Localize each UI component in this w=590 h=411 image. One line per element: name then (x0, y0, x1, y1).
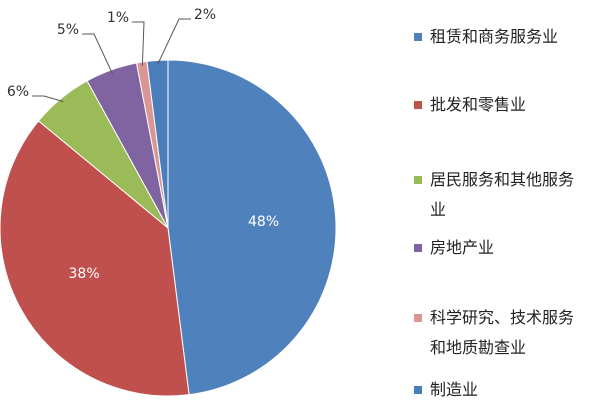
legend-label: 租赁和商务服务业 (430, 27, 559, 46)
legend-label: 制造业 (430, 380, 479, 399)
leader-line (32, 95, 64, 103)
legend-item: 科学研究、技术服务和地质勘查业 (414, 303, 584, 363)
data-label: 48% (248, 214, 279, 230)
legend-item: 租赁和商务服务业 (414, 22, 584, 52)
legend-label: 房地产业 (430, 238, 495, 257)
data-label: 5% (57, 22, 79, 38)
data-label: 2% (194, 7, 216, 23)
leader-line (157, 18, 191, 65)
pie-slice (0, 120, 190, 397)
legend-swatch (414, 314, 422, 322)
leader-line (82, 33, 113, 74)
legend-item: 制造业 (414, 375, 584, 405)
legend-swatch (414, 101, 422, 109)
legend-label: 批发和零售业 (430, 95, 527, 114)
legend-item: 房地产业 (414, 233, 584, 263)
data-label: 38% (69, 266, 100, 282)
legend-label: 科学研究、技术服务和地质勘查业 (430, 308, 575, 357)
legend-swatch (414, 176, 422, 184)
legend-item: 批发和零售业 (414, 90, 584, 120)
legend-item: 居民服务和其他服务业 (414, 165, 584, 225)
data-label: 1% (107, 10, 129, 26)
legend-swatch (414, 244, 422, 252)
legend-swatch (414, 386, 422, 394)
pie-slice (146, 59, 169, 229)
legend-label: 居民服务和其他服务业 (430, 170, 575, 219)
data-label: 6% (7, 84, 29, 100)
legend-swatch (414, 33, 422, 41)
pie-slice (167, 59, 337, 396)
leader-line (132, 21, 145, 67)
